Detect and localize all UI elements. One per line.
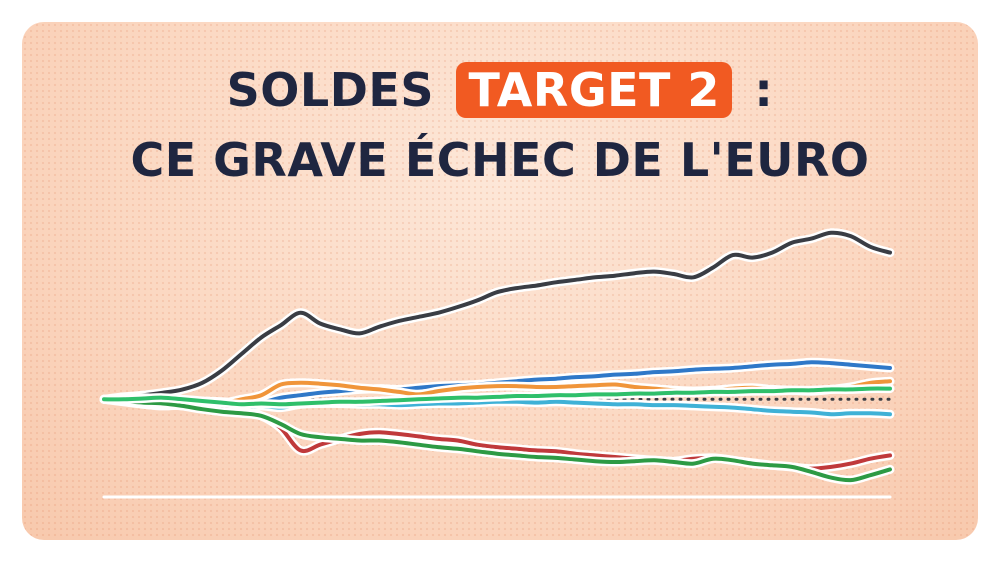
chart-series-group: [99, 228, 895, 485]
headline-highlight-target2: TARGET 2: [456, 62, 732, 118]
headline-line-1: SOLDES TARGET 2 :: [0, 62, 1000, 118]
headline-word-soldes: SOLDES: [226, 63, 434, 117]
headline-line-2: CE GRAVE ÉCHEC DE L'EURO: [130, 133, 870, 187]
headline-colon: :: [754, 63, 774, 117]
series-halo-1: [99, 228, 895, 404]
series-line-6: [102, 397, 892, 483]
series-line-7: [102, 386, 892, 407]
series-line-1: [102, 230, 892, 402]
